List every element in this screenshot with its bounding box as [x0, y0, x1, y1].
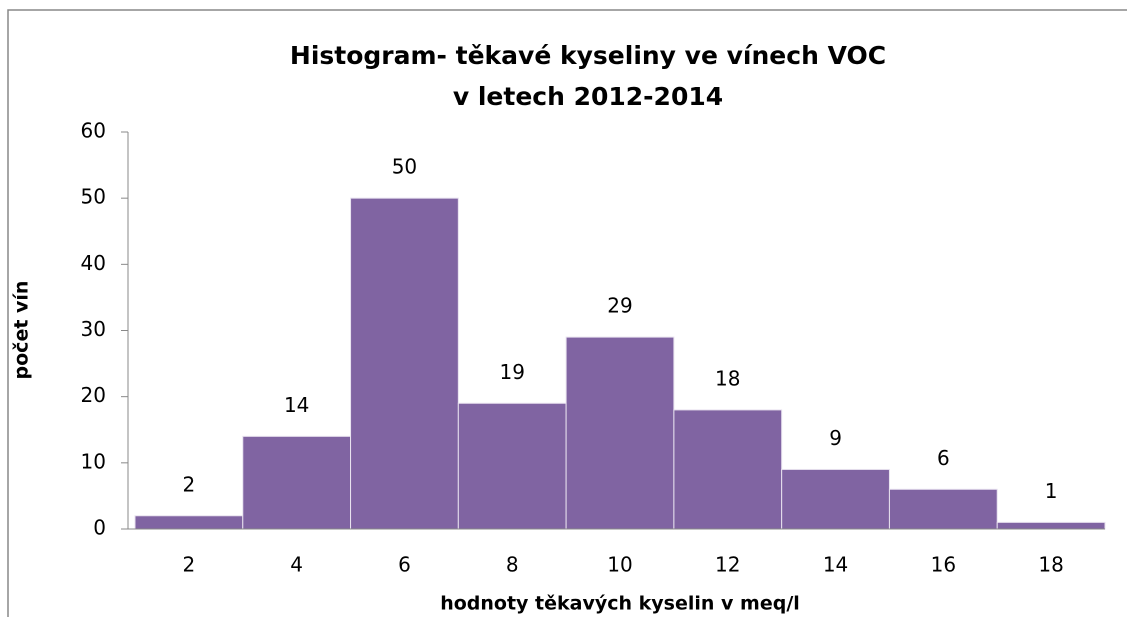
- y-tick-label: 50: [81, 185, 106, 209]
- y-tick-label: 0: [93, 516, 106, 540]
- data-label: 19: [499, 360, 524, 384]
- x-tick-label: 16: [931, 553, 956, 577]
- y-tick-label: 60: [81, 119, 106, 143]
- bar: [134, 515, 244, 530]
- data-label: 9: [829, 426, 842, 450]
- chart-title: Histogram- těkavé kyseliny ve vínech VOC: [290, 41, 886, 70]
- bar: [457, 402, 567, 530]
- bar: [996, 521, 1106, 530]
- y-tick-label: 10: [81, 449, 106, 473]
- x-tick-label: 6: [398, 553, 411, 577]
- x-axis-title: hodnoty těkavých kyselin v meq/l: [440, 593, 800, 615]
- y-axis-title: počet vín: [11, 281, 33, 380]
- data-label: 1: [1045, 479, 1058, 503]
- data-label: 29: [607, 294, 632, 318]
- bar: [350, 197, 459, 530]
- data-label: 2: [183, 472, 196, 496]
- x-tick-label: 2: [183, 553, 196, 577]
- x-tick-label: 4: [290, 553, 303, 577]
- x-tick-label: 14: [823, 553, 848, 577]
- data-label: 6: [937, 446, 950, 470]
- y-tick-label: 20: [81, 383, 106, 407]
- bar: [242, 435, 352, 530]
- bar: [673, 409, 783, 530]
- x-tick-label: 10: [607, 553, 632, 577]
- x-tick-label: 12: [715, 553, 740, 577]
- chart-frame: [7, 9, 1127, 617]
- x-tick-label: 18: [1038, 553, 1063, 577]
- y-tick-label: 40: [81, 251, 106, 275]
- data-label: 50: [392, 155, 417, 179]
- y-tick-label: 30: [81, 317, 106, 341]
- bar: [888, 488, 998, 530]
- data-label: 18: [715, 366, 740, 390]
- x-tick-label: 8: [506, 553, 519, 577]
- chart-title: v letech 2012-2014: [453, 82, 723, 111]
- data-label: 14: [284, 393, 309, 417]
- bar: [781, 468, 890, 530]
- bar: [565, 336, 675, 530]
